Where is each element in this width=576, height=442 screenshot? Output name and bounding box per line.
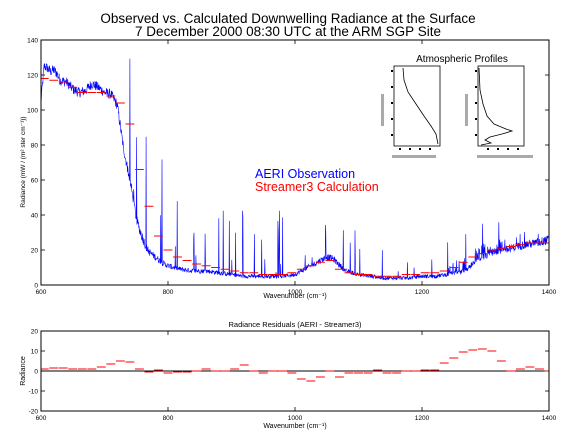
residuals-x-tick-label: 600 [36,415,47,422]
figure-title-line1: Observed vs. Calculated Downwelling Radi… [100,11,475,26]
inset-title: Atmospheric Profiles [416,54,508,65]
main-x-tick-labels: 600 800 1000 1200 1400 [36,289,557,296]
main-y-tick-label: 100 [27,107,38,114]
main-y-tick-label: 40 [31,212,39,219]
main-x-tick-label: 600 [36,289,47,296]
main-x-tick-label: 1400 [542,289,557,296]
main-radiance-chart: 600 800 1000 1200 1400 0 20 40 60 80 100 120 140 Wa… [20,37,557,300]
residuals-plot-frame [40,330,550,412]
figure-title-line2: 7 December 2000 08:30 UTC at the ARM SGP… [135,24,441,39]
residuals-x-tick-label: 800 [163,415,174,422]
temperature-panel-scale-marks [381,94,436,158]
residuals-y-tick-label: -10 [29,388,39,395]
legend-observation: AERI Observation [255,167,355,181]
residuals-y-tick-label: -20 [29,408,39,415]
humidity-profile-panel [465,65,533,158]
main-y-tick-label: 80 [31,142,39,149]
residuals-x-tick-label: 1400 [542,415,557,422]
main-y-axis-label: Radiance (mW / (m² ster cm⁻¹)) [20,116,27,207]
humidity-panel-frame [477,65,525,147]
legend-calculation: Streamer3 Calculation [255,180,379,194]
residuals-y-tick-labels: -20 -10 0 10 20 [29,328,39,415]
humidity-profile-line [478,67,514,146]
main-x-axis-label: Wavenumber (cm⁻¹) [263,293,326,300]
main-y-tick-label: 140 [27,37,38,44]
residuals-y-axis-label: Radiance [20,356,27,386]
temperature-panel-frame [393,65,441,147]
temperature-profile-panel [381,65,441,158]
humidity-panel-scale-marks [465,94,533,158]
main-x-tick-label: 800 [163,289,174,296]
residuals-y-tick-label: 0 [34,368,38,375]
residuals-x-tick-labels: 600 800 1000 1200 1400 [36,415,557,422]
residuals-y-tick-label: 10 [31,348,39,355]
residuals-x-tick-label: 1200 [415,415,430,422]
inset-background [378,52,538,164]
main-x-tick-label: 1000 [288,289,303,296]
main-y-tick-labels: 0 20 40 60 80 100 120 140 [27,37,38,289]
humidity-panel-ticks [475,70,519,150]
atmospheric-profiles-inset: Atmospheric Profiles [378,52,538,164]
main-series-group [41,58,549,281]
main-y-tick-label: 20 [31,247,39,254]
residuals-x-tick-label: 1000 [288,415,303,422]
observation-series-line [41,58,549,281]
residuals-x-axis-label: Wavenumber (cm⁻¹) [263,423,326,430]
residuals-chart: Radiance Residuals (AERI - Streamer3) 60… [20,320,557,430]
residuals-y-tick-label: 20 [31,328,39,335]
main-y-tick-label: 60 [31,177,39,184]
main-y-tick-label: 0 [34,282,38,289]
temperature-profile-line [402,67,439,145]
residuals-title: Radiance Residuals (AERI - Streamer3) [229,320,362,329]
temperature-panel-ticks [391,70,431,150]
main-y-tick-label: 120 [27,72,38,79]
residuals-series-group [41,348,549,382]
main-x-tick-label: 1200 [415,289,430,296]
main-plot-frame [40,39,550,286]
